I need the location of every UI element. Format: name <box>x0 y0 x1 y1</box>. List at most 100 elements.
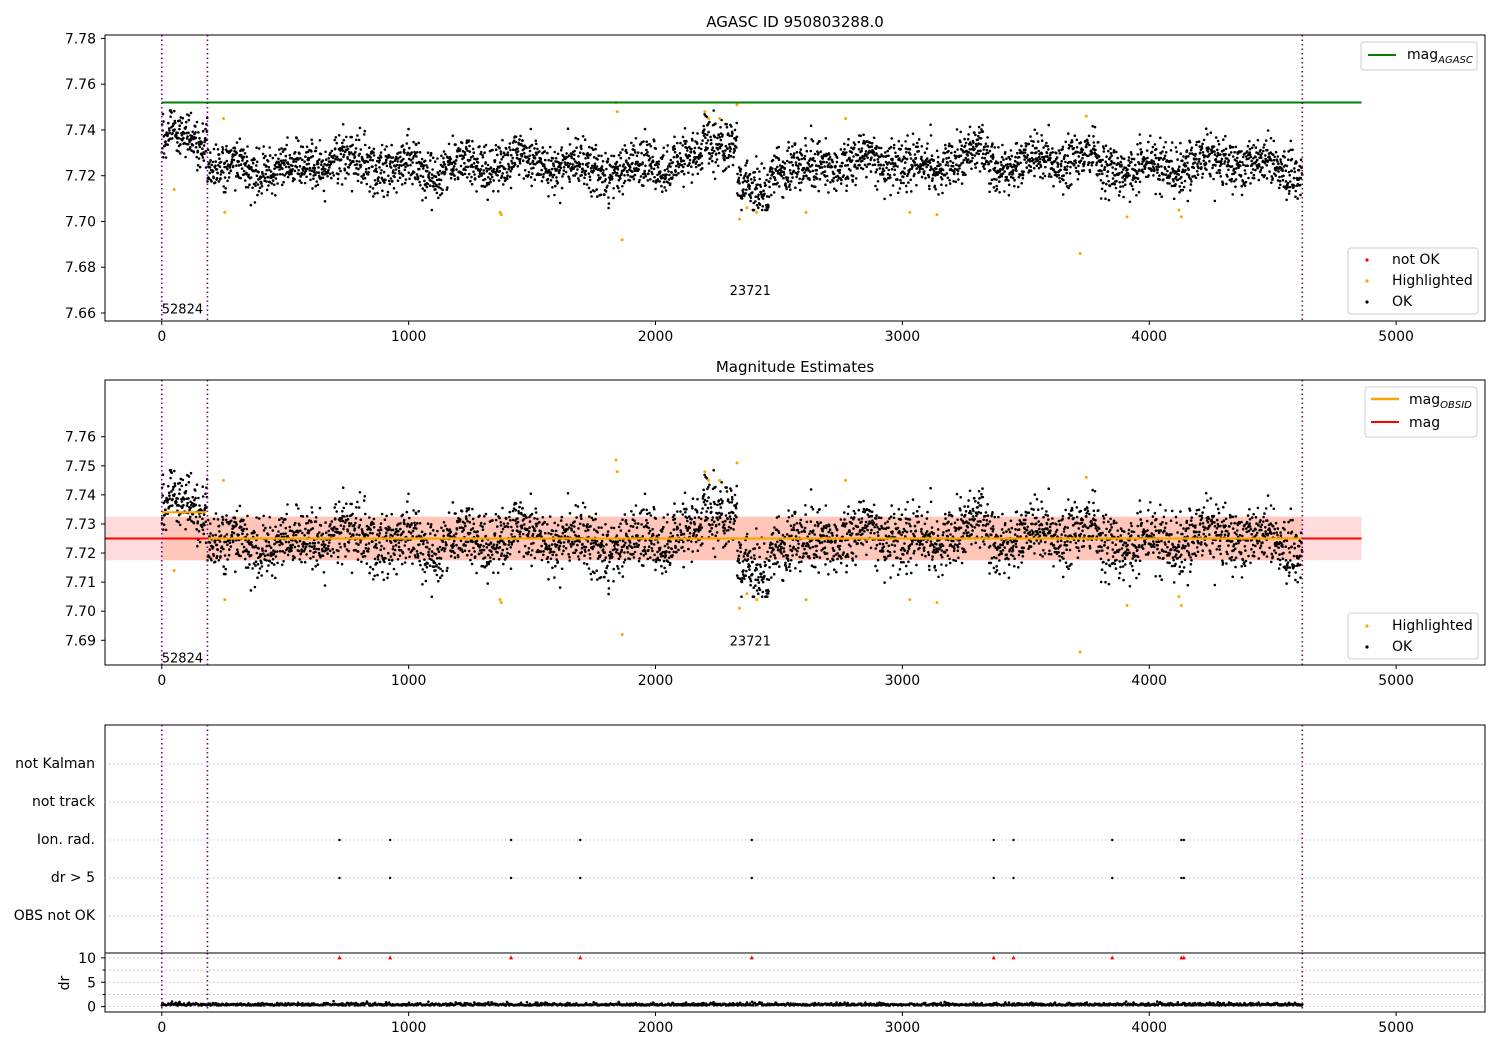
ok-point <box>1061 147 1064 151</box>
ok-point <box>1127 159 1130 162</box>
ok-point <box>201 156 205 159</box>
ok-point <box>439 186 442 190</box>
ok-point <box>267 564 270 567</box>
ok-point <box>758 177 761 181</box>
ok-point <box>401 144 405 147</box>
ok-point <box>635 166 638 170</box>
ok-point <box>453 174 456 177</box>
ok-point <box>360 175 363 178</box>
ok-point <box>529 176 533 179</box>
ok-point <box>264 154 267 158</box>
ok-point <box>1032 166 1036 170</box>
ok-point <box>891 184 895 187</box>
ok-point <box>601 171 605 175</box>
ok-point <box>1237 166 1240 170</box>
ok-point <box>204 492 207 496</box>
ok-point <box>506 153 510 157</box>
ok-point <box>793 152 796 155</box>
ok-point <box>243 523 247 526</box>
ok-point <box>201 122 204 125</box>
ok-point <box>615 160 619 164</box>
ok-point <box>255 174 259 177</box>
ok-point <box>202 532 206 536</box>
panel1-plot-area <box>105 35 1485 321</box>
ok-point <box>173 128 176 131</box>
ok-point <box>424 196 428 199</box>
ok-point <box>620 172 623 175</box>
ok-point <box>432 185 436 188</box>
ok-point <box>1204 162 1208 166</box>
ok-point <box>904 161 907 164</box>
ok-point <box>803 171 806 174</box>
ok-point <box>170 111 173 114</box>
ok-point <box>242 527 246 531</box>
ok-point <box>391 156 395 159</box>
ok-point <box>518 138 521 141</box>
ok-point <box>332 551 336 554</box>
ok-point <box>968 125 972 129</box>
ok-point <box>356 134 359 137</box>
ok-point <box>1230 165 1234 168</box>
ok-point <box>307 162 311 166</box>
ok-point <box>304 169 308 173</box>
ok-point <box>282 180 285 184</box>
ok-point <box>815 172 818 176</box>
ok-point <box>811 139 815 143</box>
ok-point <box>397 157 400 160</box>
ok-point <box>396 160 400 163</box>
ok-point <box>599 176 602 179</box>
ok-point <box>649 162 652 166</box>
ok-point <box>878 155 882 159</box>
ok-point <box>438 182 441 186</box>
ok-point <box>517 173 521 177</box>
ok-point <box>738 182 741 185</box>
ok-point <box>419 183 422 187</box>
ok-point <box>1141 171 1145 174</box>
ok-point <box>931 177 934 180</box>
ok-point <box>787 140 790 144</box>
ok-point <box>268 544 271 547</box>
ok-point <box>794 171 797 175</box>
ok-point <box>554 184 557 188</box>
ok-point <box>339 152 343 156</box>
ok-point <box>667 178 671 181</box>
ok-point <box>319 176 323 179</box>
ok-point <box>208 161 211 164</box>
ok-point <box>915 141 919 145</box>
ok-point <box>198 165 202 169</box>
ok-point <box>751 191 754 194</box>
ok-point <box>783 162 787 165</box>
ok-point <box>777 158 781 162</box>
ok-point <box>1036 140 1040 143</box>
ok-point <box>513 163 517 166</box>
ok-point <box>1055 151 1058 155</box>
ok-point <box>841 161 844 165</box>
ok-point <box>358 533 361 537</box>
ok-point <box>1100 169 1103 173</box>
ok-point <box>971 153 974 157</box>
ok-point <box>401 513 405 517</box>
ok-point <box>304 527 307 531</box>
ok-point <box>479 168 483 171</box>
ok-point <box>1088 161 1091 164</box>
ok-point <box>969 143 973 146</box>
ok-point <box>486 163 490 167</box>
ok-point <box>616 168 620 171</box>
ok-point <box>354 521 357 525</box>
ok-point <box>234 189 237 192</box>
ok-point <box>714 160 717 164</box>
ok-point <box>973 147 976 151</box>
ok-point <box>1262 146 1265 149</box>
ok-point <box>800 153 804 157</box>
ok-point <box>856 167 859 170</box>
ok-point <box>656 166 660 169</box>
ok-point <box>1200 166 1203 169</box>
ok-point <box>772 171 775 175</box>
ok-point <box>343 145 346 149</box>
ok-point <box>184 483 188 487</box>
ok-point <box>727 165 730 168</box>
ok-point <box>186 501 189 505</box>
ok-point <box>909 157 913 160</box>
ok-point <box>465 147 468 150</box>
ok-point <box>562 172 565 176</box>
